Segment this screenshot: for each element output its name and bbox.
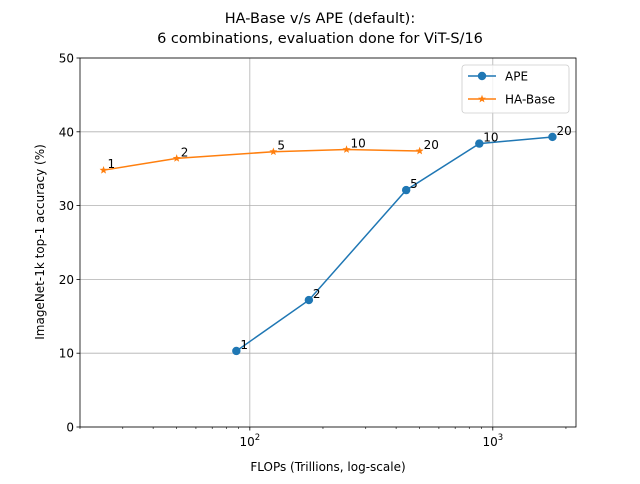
y-tick-label: 50 [59, 52, 74, 66]
ha-base-data-point [269, 147, 278, 156]
ape-point-label: 20 [556, 124, 571, 138]
ape-data-point [232, 346, 241, 356]
x-tick-label: 102 [239, 433, 260, 449]
ape-point-label: 5 [410, 177, 418, 191]
y-tick-label: 30 [59, 199, 74, 213]
x-tick-label: 103 [482, 433, 503, 449]
y-tick-label: 10 [59, 347, 74, 361]
legend-ha-base-marker [478, 94, 486, 103]
ha-base-data-point [99, 165, 108, 174]
y-tick-label: 40 [59, 125, 74, 139]
ape-data-point [304, 295, 314, 305]
ape-point-label: 10 [483, 131, 498, 145]
ha-base-data-point [342, 145, 351, 153]
chart-title-line1: HA-Base v/s APE (default): [225, 11, 415, 27]
legend: APE HA-Base [461, 64, 570, 114]
x-axis-label: FLOPs (Trillions, log-scale) [250, 460, 405, 474]
plot-frame [79, 57, 577, 428]
legend-ape-label: APE [505, 70, 528, 84]
ha-base-point-label: 10 [351, 137, 366, 151]
legend-ape-marker [477, 71, 487, 81]
chart-title-line2: 6 combinations, evaluation done for ViT-… [157, 31, 483, 47]
y-axis-label: ImageNet-1k top-1 accuracy (%) [33, 144, 47, 340]
ape-point-label: 2 [313, 287, 321, 301]
ha-base-point-label: 2 [181, 145, 189, 159]
y-tick-label: 20 [59, 273, 74, 287]
ape-data-point [401, 185, 411, 195]
ape-data-point [475, 139, 484, 148]
ha-base-data-point [415, 146, 424, 155]
legend-ha-base-label: HA-Base [505, 93, 555, 107]
ha-base-point-label: 5 [277, 139, 285, 153]
ape-data-point [548, 132, 557, 142]
legend-box [461, 64, 570, 114]
ha-base-data-point [172, 154, 181, 162]
ha-base-point-label: 1 [108, 157, 116, 171]
y-tick-label: 0 [66, 421, 74, 435]
series-plot: 1 2 5 10 20 1 2 5 10 20 [99, 124, 572, 356]
ha-base-point-label: 20 [424, 138, 439, 152]
ape-point-label: 1 [240, 338, 248, 352]
